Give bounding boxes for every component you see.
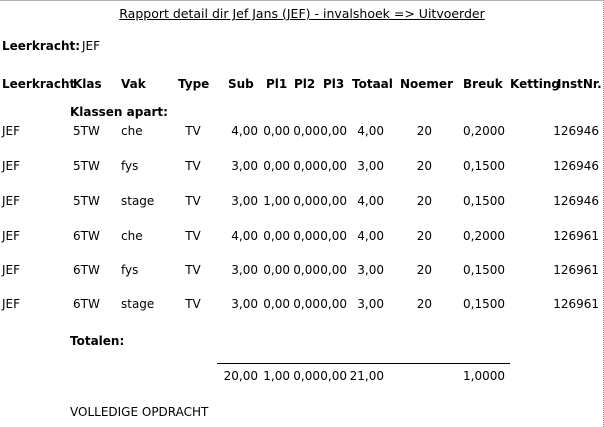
cell-sub: 4,00 [231, 229, 258, 243]
cell-pl3: 0,00 [320, 229, 347, 243]
cell-breuk: 0,1500 [463, 263, 505, 277]
header-breuk: Breuk [463, 77, 503, 91]
cell-instnr: 126961 [553, 263, 599, 277]
cell-pl2: 0,00 [293, 229, 320, 243]
cell-totaal: 4,00 [357, 229, 384, 243]
header-pl1: Pl1 [266, 77, 288, 91]
cell-noemer: 20 [416, 159, 432, 173]
cell-instnr: 126946 [553, 194, 599, 208]
cell-totaal: 3,00 [357, 159, 384, 173]
cell-sub: 3,00 [231, 263, 258, 277]
totals-divider [217, 363, 510, 364]
cell-pl3: 0,00 [320, 194, 347, 208]
cell-pl3: 0,00 [320, 263, 347, 277]
cell-totaal: 4,00 [357, 194, 384, 208]
cell-vak: stage [121, 297, 155, 311]
cell-pl1: 0,00 [263, 229, 290, 243]
cell-pl2: 0,00 [293, 297, 320, 311]
total-breuk: 1,0000 [463, 369, 505, 383]
cell-instnr: 126946 [553, 159, 599, 173]
cell-breuk: 0,2000 [463, 229, 505, 243]
cell-breuk: 0,1500 [463, 297, 505, 311]
cell-noemer: 20 [416, 229, 432, 243]
header-totaal: Totaal [352, 77, 393, 91]
cell-leerkracht: JEF [2, 159, 21, 173]
cell-vak: stage [121, 194, 155, 208]
cell-breuk: 0,2000 [463, 124, 505, 138]
cell-type: TV [185, 194, 201, 208]
cell-totaal: 3,00 [357, 297, 384, 311]
header-sub: Sub [228, 77, 254, 91]
cell-instnr: 126961 [553, 297, 599, 311]
cell-totaal: 3,00 [357, 263, 384, 277]
cell-leerkracht: JEF [2, 263, 21, 277]
cell-noemer: 20 [416, 297, 432, 311]
cell-sub: 3,00 [231, 194, 258, 208]
header-type: Type [178, 77, 210, 91]
cell-vak: fys [121, 263, 139, 277]
header-vak: Vak [121, 77, 146, 91]
cell-breuk: 0,1500 [463, 159, 505, 173]
cell-pl2: 0,00 [293, 194, 320, 208]
total-sub: 20,00 [223, 369, 258, 383]
cell-leerkracht: JEF [2, 229, 21, 243]
cell-vak: che [121, 229, 143, 243]
cell-instnr: 126946 [553, 124, 599, 138]
header-instnr: InstNr. [557, 77, 602, 91]
cell-klas: 5TW [73, 124, 100, 138]
cell-instnr: 126961 [553, 229, 599, 243]
teacher-value: JEF [82, 39, 101, 53]
cell-sub: 3,00 [231, 297, 258, 311]
cell-noemer: 20 [416, 124, 432, 138]
cell-klas: 5TW [73, 159, 100, 173]
cell-leerkracht: JEF [2, 297, 21, 311]
cell-vak: che [121, 124, 143, 138]
footer-label: VOLLEDIGE OPDRACHT [70, 405, 209, 419]
cell-type: TV [185, 229, 201, 243]
cell-pl1: 0,00 [263, 159, 290, 173]
cell-type: TV [185, 297, 201, 311]
cell-pl1: 1,00 [263, 194, 290, 208]
totals-label: Totalen: [70, 334, 125, 348]
cell-vak: fys [121, 159, 139, 173]
header-klas: Klas [73, 77, 102, 91]
total-pl1: 1,00 [263, 369, 290, 383]
total-pl3: 0,00 [320, 369, 347, 383]
cell-type: TV [185, 159, 201, 173]
section-label: Klassen apart: [70, 105, 168, 119]
cell-klas: 5TW [73, 194, 100, 208]
cell-pl2: 0,00 [293, 124, 320, 138]
header-noemer: Noemer [400, 77, 453, 91]
cell-sub: 4,00 [231, 124, 258, 138]
header-ketting: Ketting [510, 77, 560, 91]
cell-klas: 6TW [73, 229, 100, 243]
cell-pl1: 0,00 [263, 297, 290, 311]
cell-pl3: 0,00 [320, 159, 347, 173]
cell-type: TV [185, 124, 201, 138]
total-totaal: 21,00 [349, 369, 384, 383]
cell-klas: 6TW [73, 297, 100, 311]
cell-pl2: 0,00 [293, 159, 320, 173]
cell-noemer: 20 [416, 263, 432, 277]
cell-pl2: 0,00 [293, 263, 320, 277]
teacher-label: Leerkracht: [2, 39, 81, 53]
cell-pl3: 0,00 [320, 297, 347, 311]
cell-noemer: 20 [416, 194, 432, 208]
cell-leerkracht: JEF [2, 194, 21, 208]
cell-pl1: 0,00 [263, 263, 290, 277]
header-leerkracht: Leerkracht [2, 77, 76, 91]
cell-pl1: 0,00 [263, 124, 290, 138]
cell-klas: 6TW [73, 263, 100, 277]
cell-pl3: 0,00 [320, 124, 347, 138]
header-pl3: Pl3 [323, 77, 345, 91]
cell-breuk: 0,1500 [463, 194, 505, 208]
header-pl2: Pl2 [294, 77, 316, 91]
cell-sub: 3,00 [231, 159, 258, 173]
report-title: Rapport detail dir Jef Jans (JEF) - inva… [119, 6, 485, 21]
cell-leerkracht: JEF [2, 124, 21, 138]
total-pl2: 0,00 [293, 369, 320, 383]
cell-totaal: 4,00 [357, 124, 384, 138]
cell-type: TV [185, 263, 201, 277]
